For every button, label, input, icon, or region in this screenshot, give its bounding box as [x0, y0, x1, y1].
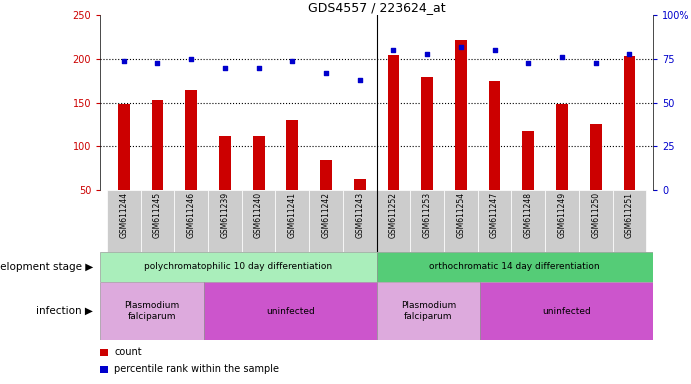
- Point: [590, 60, 601, 66]
- Point: [556, 54, 567, 60]
- Bar: [422, 76, 433, 190]
- Point: [489, 47, 500, 53]
- Text: GSM611243: GSM611243: [355, 192, 364, 238]
- Bar: [377, 190, 410, 252]
- Point: [422, 51, 433, 57]
- Point: [455, 44, 466, 50]
- Text: GSM611239: GSM611239: [220, 192, 229, 238]
- Bar: [455, 40, 466, 190]
- Bar: [276, 190, 309, 252]
- Bar: [204, 282, 377, 340]
- Bar: [309, 190, 343, 252]
- Point: [287, 58, 298, 64]
- Bar: [556, 104, 568, 190]
- Bar: [174, 190, 208, 252]
- Text: GSM611250: GSM611250: [591, 192, 600, 238]
- Bar: [410, 190, 444, 252]
- Text: GSM611247: GSM611247: [490, 192, 499, 238]
- Text: development stage ▶: development stage ▶: [0, 262, 93, 272]
- Point: [354, 77, 366, 83]
- Point: [186, 56, 197, 62]
- Point: [624, 51, 635, 57]
- Bar: [100, 282, 204, 340]
- Bar: [208, 190, 242, 252]
- Bar: [118, 104, 130, 190]
- Bar: [480, 282, 653, 340]
- Text: GSM611252: GSM611252: [389, 192, 398, 238]
- Bar: [477, 190, 511, 252]
- Bar: [185, 89, 197, 190]
- Text: Plasmodium
falciparum: Plasmodium falciparum: [124, 301, 180, 321]
- Bar: [377, 282, 480, 340]
- Bar: [489, 81, 500, 190]
- Text: GSM611246: GSM611246: [187, 192, 196, 238]
- Bar: [377, 252, 653, 282]
- Text: polychromatophilic 10 day differentiation: polychromatophilic 10 day differentiatio…: [144, 262, 332, 271]
- Bar: [511, 190, 545, 252]
- Text: percentile rank within the sample: percentile rank within the sample: [114, 364, 279, 374]
- Bar: [354, 179, 366, 190]
- Text: count: count: [114, 347, 142, 357]
- Text: infection ▶: infection ▶: [37, 306, 93, 316]
- Title: GDS4557 / 223624_at: GDS4557 / 223624_at: [307, 1, 446, 14]
- Bar: [590, 124, 602, 190]
- Text: GSM611241: GSM611241: [288, 192, 297, 238]
- Bar: [522, 131, 534, 190]
- Point: [388, 47, 399, 53]
- Text: GSM611244: GSM611244: [120, 192, 129, 238]
- Text: GSM611245: GSM611245: [153, 192, 162, 238]
- Bar: [141, 190, 174, 252]
- Text: Plasmodium
falciparum: Plasmodium falciparum: [401, 301, 456, 321]
- Bar: [100, 252, 377, 282]
- Bar: [612, 190, 646, 252]
- Bar: [579, 190, 612, 252]
- Bar: [545, 190, 579, 252]
- Point: [219, 65, 230, 71]
- Text: GSM611249: GSM611249: [558, 192, 567, 238]
- Bar: [388, 55, 399, 190]
- Text: uninfected: uninfected: [542, 306, 591, 316]
- Point: [523, 60, 534, 66]
- Bar: [287, 120, 299, 190]
- Text: GSM611240: GSM611240: [254, 192, 263, 238]
- Bar: [320, 159, 332, 190]
- Bar: [107, 190, 141, 252]
- Bar: [623, 56, 635, 190]
- Point: [118, 58, 129, 64]
- Text: uninfected: uninfected: [266, 306, 314, 316]
- Bar: [242, 190, 276, 252]
- Point: [253, 65, 264, 71]
- Text: GSM611251: GSM611251: [625, 192, 634, 238]
- Text: GSM611254: GSM611254: [456, 192, 465, 238]
- Bar: [253, 136, 265, 190]
- Text: GSM611253: GSM611253: [423, 192, 432, 238]
- Bar: [219, 136, 231, 190]
- Bar: [444, 190, 477, 252]
- Text: GSM611248: GSM611248: [524, 192, 533, 238]
- Bar: [343, 190, 377, 252]
- Text: GSM611242: GSM611242: [321, 192, 330, 238]
- Point: [152, 60, 163, 66]
- Text: orthochromatic 14 day differentiation: orthochromatic 14 day differentiation: [430, 262, 600, 271]
- Bar: [151, 100, 163, 190]
- Point: [321, 70, 332, 76]
